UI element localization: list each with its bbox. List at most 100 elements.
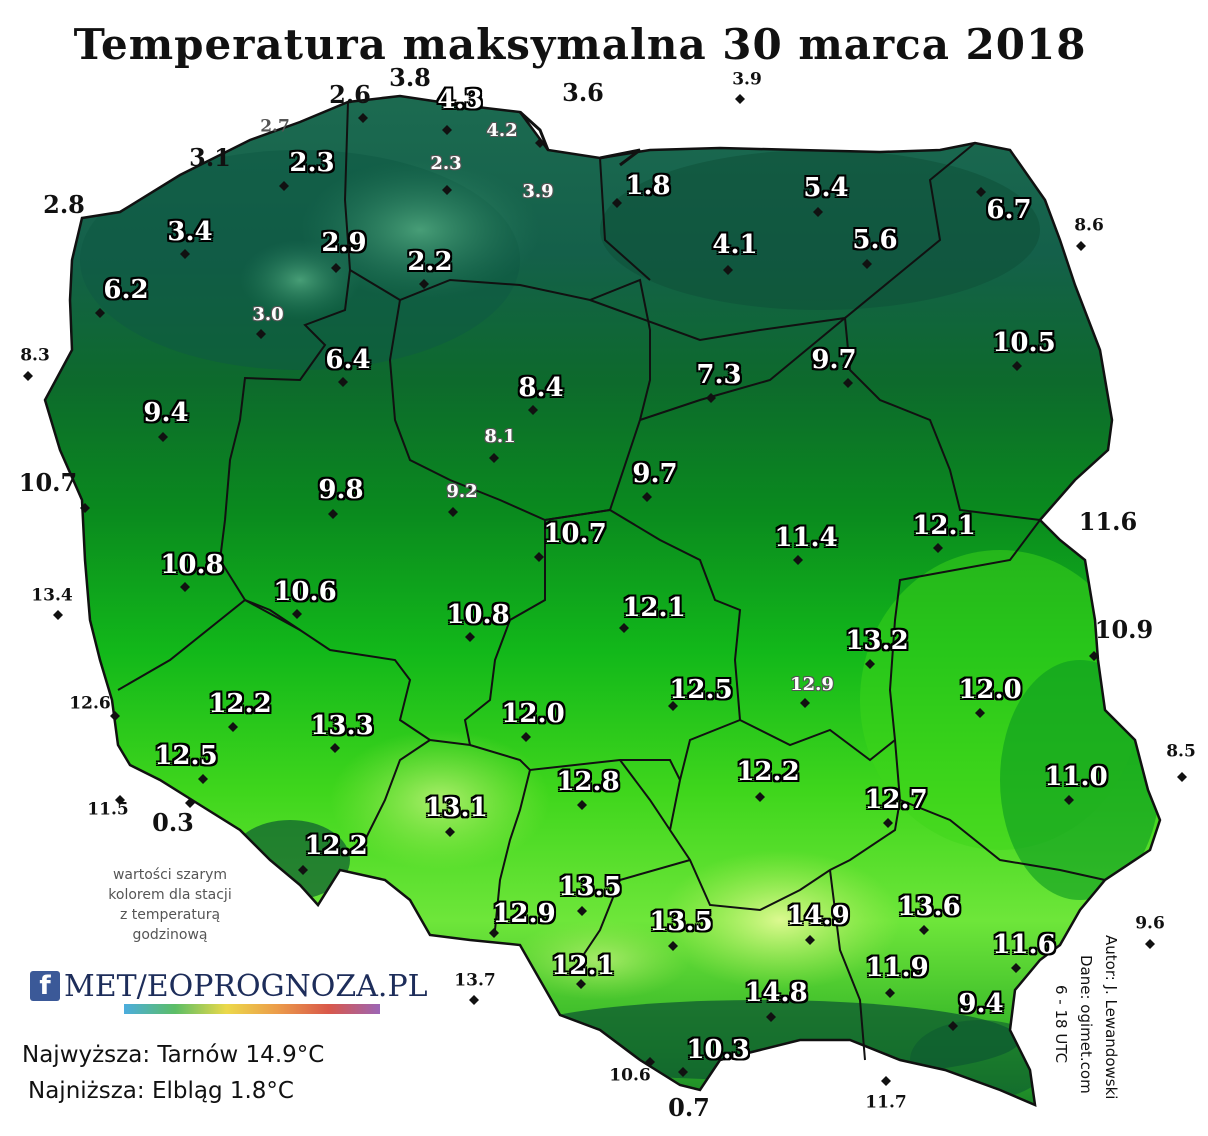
station-marker — [185, 798, 195, 808]
station-temperature-label: 13.5 — [649, 907, 713, 937]
station-temperature-label: 12.1 — [551, 951, 615, 981]
station-temperature-label: 12.8 — [556, 767, 620, 797]
data-source-credit: Dane: ogimet.com — [1077, 955, 1095, 1094]
station-temperature-label: 12.2 — [208, 689, 272, 719]
station-marker — [706, 393, 716, 403]
station-marker — [862, 259, 872, 269]
facebook-icon[interactable]: f — [30, 971, 60, 1001]
station-marker — [95, 308, 105, 318]
station-temperature-label: 4.1 — [712, 230, 758, 260]
station-temperature-label: 14.8 — [744, 978, 808, 1008]
map-fill — [45, 96, 1160, 1105]
station-temperature-label: 12.1 — [622, 593, 686, 623]
station-marker — [881, 1076, 891, 1086]
station-temperature-label: 10.8 — [160, 550, 224, 580]
station-temperature-label: 6.4 — [325, 345, 371, 375]
station-marker — [442, 185, 452, 195]
station-marker — [883, 818, 893, 828]
station-temperature-label: 10.5 — [992, 328, 1056, 358]
station-temperature-label: 6.2 — [103, 275, 149, 305]
station-marker — [813, 207, 823, 217]
station-marker — [1011, 963, 1021, 973]
station-temperature-label: 11.5 — [87, 799, 129, 820]
station-temperature-label: 12.7 — [864, 785, 928, 815]
station-marker — [976, 187, 986, 197]
station-temperature-label: 11.6 — [1078, 507, 1138, 536]
gray-values-note: wartości szarym kolorem dla stacji z tem… — [80, 865, 260, 945]
station-marker — [1089, 651, 1099, 661]
station-marker — [465, 632, 475, 642]
station-marker — [338, 377, 348, 387]
station-temperature-label: 11.0 — [1044, 762, 1108, 792]
station-temperature-label: 2.9 — [321, 228, 367, 258]
station-marker — [110, 711, 120, 721]
station-temperature-label: 8.6 — [1074, 215, 1104, 236]
station-temperature-label: 11.9 — [865, 953, 929, 983]
station-temperature-label: 14.9 — [786, 901, 850, 931]
station-temperature-label: 3.0 — [252, 304, 284, 325]
station-marker — [755, 792, 765, 802]
station-marker — [528, 405, 538, 415]
station-temperature-label: 10.3 — [686, 1035, 750, 1065]
station-marker — [948, 1021, 958, 1031]
station-temperature-label: 13.5 — [558, 872, 622, 902]
station-temperature-label: 12.0 — [958, 675, 1022, 705]
station-marker — [1145, 939, 1155, 949]
station-temperature-label: 10.7 — [543, 519, 607, 549]
station-marker — [489, 453, 499, 463]
station-temperature-label: 2.3 — [430, 153, 462, 174]
station-temperature-label: 13.6 — [897, 892, 961, 922]
station-marker — [180, 582, 190, 592]
station-temperature-label: 12.5 — [154, 741, 218, 771]
station-temperature-label: 8.5 — [1166, 741, 1196, 762]
station-temperature-label: 7.3 — [696, 360, 742, 390]
station-marker — [645, 1057, 655, 1067]
station-marker — [793, 555, 803, 565]
station-marker — [865, 659, 875, 669]
station-marker — [521, 732, 531, 742]
station-marker — [331, 263, 341, 273]
station-marker — [723, 265, 733, 275]
station-marker — [198, 774, 208, 784]
station-temperature-label: 13.2 — [845, 626, 909, 656]
station-temperature-label: 8.4 — [518, 373, 564, 403]
station-temperature-label: 12.0 — [501, 699, 565, 729]
station-temperature-label: 1.8 — [625, 171, 671, 201]
station-temperature-label: 8.3 — [20, 345, 50, 366]
station-temperature-label: 11.4 — [774, 523, 838, 553]
station-marker — [298, 865, 308, 875]
station-marker — [735, 94, 745, 104]
station-marker — [158, 432, 168, 442]
station-temperature-label: 4.3 — [437, 85, 483, 115]
station-temperature-label: 11.6 — [992, 930, 1056, 960]
station-temperature-label: 10.7 — [18, 468, 78, 497]
brand-logo[interactable]: f MET/EOPROGNOZA.PL — [30, 968, 428, 1004]
station-marker — [668, 941, 678, 951]
author-credit: Autor: J. Lewandowski — [1102, 935, 1120, 1100]
station-temperature-label: 5.4 — [803, 173, 849, 203]
station-marker — [919, 925, 929, 935]
station-temperature-label: 12.1 — [912, 511, 976, 541]
station-marker — [843, 378, 853, 388]
station-marker — [576, 979, 586, 989]
station-temperature-label: 12.2 — [736, 757, 800, 787]
station-temperature-label: 12.9 — [790, 674, 834, 695]
station-marker — [535, 138, 545, 148]
station-temperature-label: 3.6 — [562, 78, 604, 107]
station-markers — [23, 94, 1187, 1086]
station-marker — [292, 609, 302, 619]
station-marker — [469, 995, 479, 1005]
station-temperature-label: 3.8 — [389, 63, 431, 92]
station-temperature-label: 13.3 — [310, 711, 374, 741]
station-marker — [23, 371, 33, 381]
station-temperature-label: 9.7 — [632, 459, 678, 489]
station-temperature-label: 2.8 — [43, 190, 85, 219]
station-marker — [577, 906, 587, 916]
station-marker — [358, 113, 368, 123]
station-marker — [328, 509, 338, 519]
station-temperature-label: 9.2 — [446, 481, 478, 502]
station-marker — [489, 928, 499, 938]
station-marker — [534, 552, 544, 562]
station-marker — [442, 125, 452, 135]
